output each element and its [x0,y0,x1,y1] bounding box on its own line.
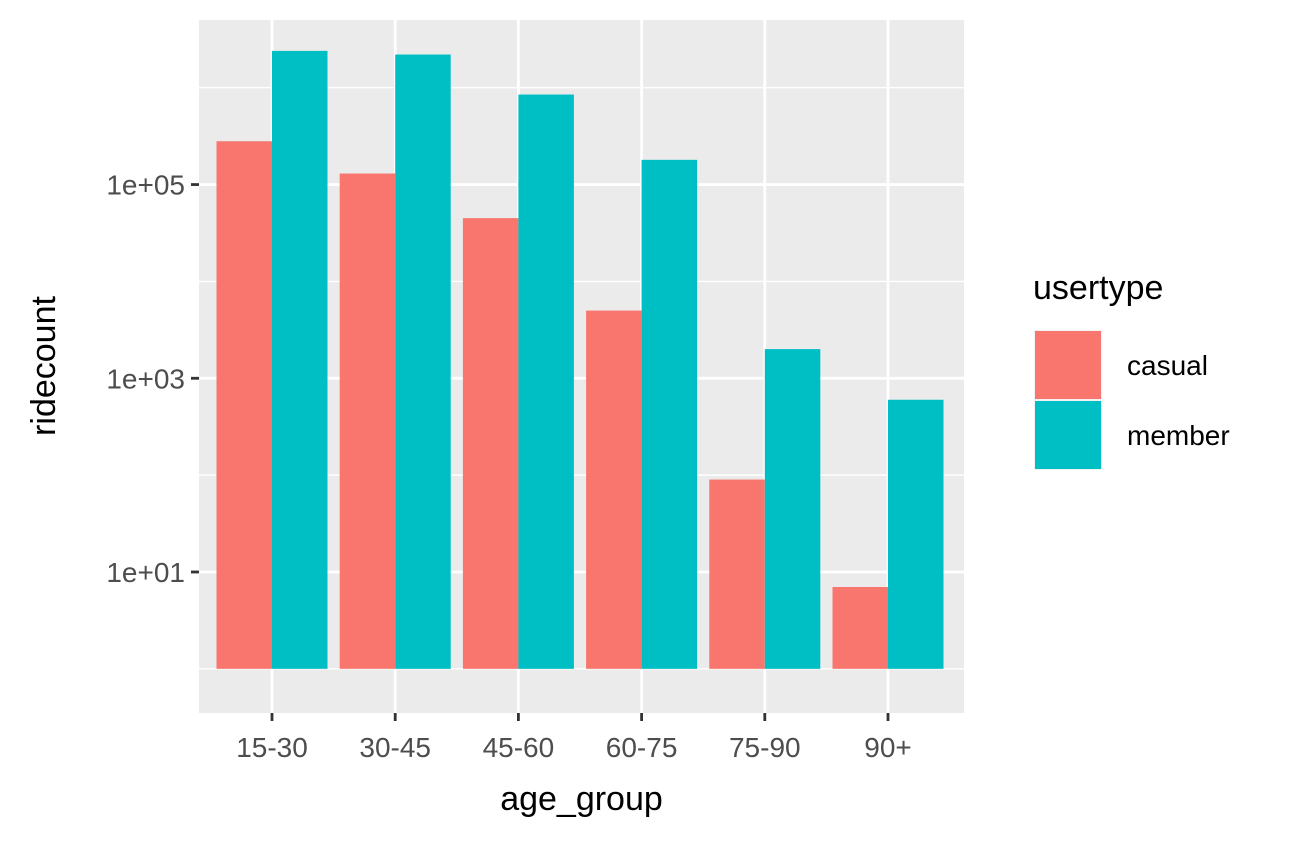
x-tick-label: 45-60 [483,732,555,763]
legend-label-casual: casual [1127,350,1208,381]
bar-casual-15-30 [216,141,272,669]
y-tick-label: 1e+03 [106,363,185,394]
bar-member-30-45 [395,54,451,669]
legend-title: usertype [1033,269,1163,307]
legend-swatch-member [1035,401,1101,469]
x-tick-label: 60-75 [606,732,678,763]
x-axis: 15-30 30-45 45-60 60-75 75-90 90+ [236,713,912,763]
y-axis: 1e+01 1e+03 1e+05 [106,170,199,588]
bars [216,50,944,669]
x-tick-label: 15-30 [236,732,308,763]
bar-casual-90+ [832,586,888,669]
y-tick-label: 1e+05 [106,170,185,201]
x-tick-label: 90+ [864,732,912,763]
bar-member-60-75 [641,159,698,669]
legend-label-member: member [1127,420,1230,451]
bar-member-75-90 [764,349,821,669]
bar-casual-45-60 [462,218,519,669]
x-axis-title: age_group [500,780,663,818]
x-tick-label: 30-45 [359,732,431,763]
bar-member-15-30 [272,50,328,669]
bar-casual-60-75 [586,310,642,669]
bar-casual-75-90 [709,479,765,669]
bar-member-90+ [888,399,944,669]
y-axis-title: ridecount [25,296,63,436]
legend: usertype casual member [1033,269,1230,470]
bar-member-45-60 [518,94,574,669]
y-tick-label: 1e+01 [106,557,185,588]
bar-casual-30-45 [339,173,396,669]
x-tick-label: 75-90 [729,732,801,763]
legend-swatch-casual [1035,331,1101,399]
